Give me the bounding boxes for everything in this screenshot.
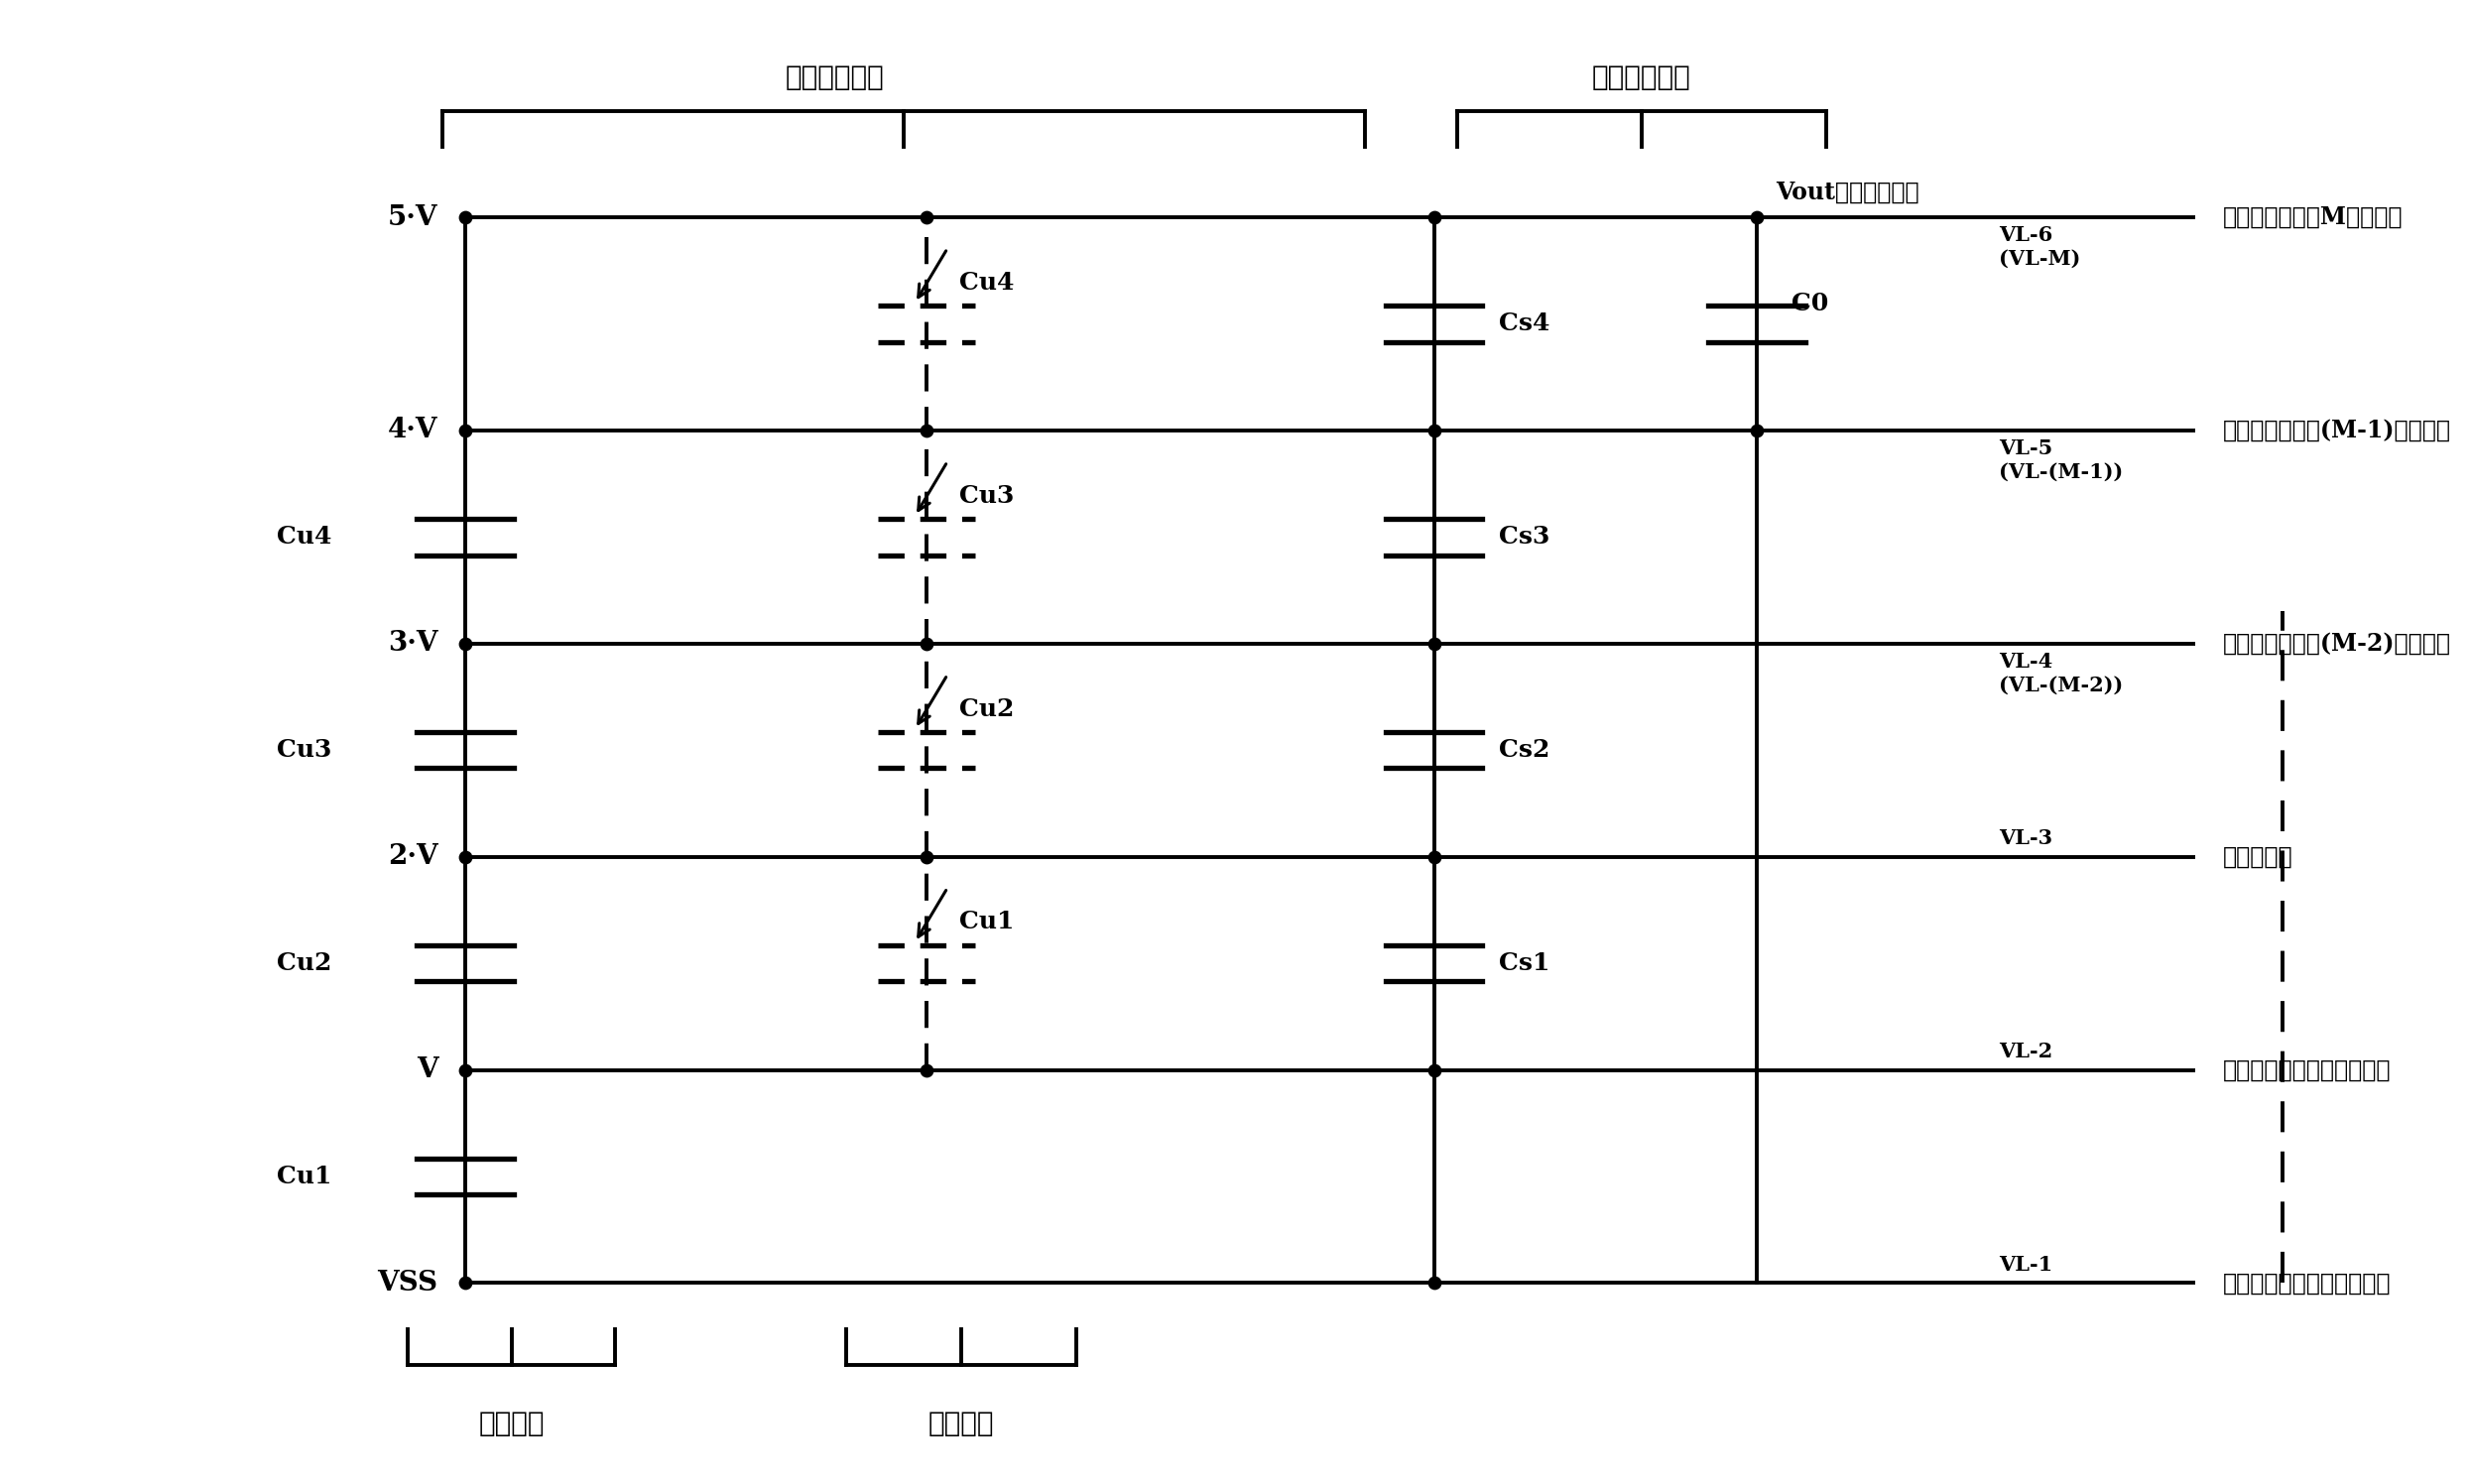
Text: Cu1: Cu1 [958,910,1013,933]
Text: Cs3: Cs3 [1499,525,1549,549]
Point [1415,844,1455,868]
Point [906,205,946,229]
Text: 2·V: 2·V [388,843,437,870]
Point [1415,1272,1455,1296]
Text: 3·V: 3·V [388,631,437,657]
Point [906,418,946,442]
Text: 稳压用电容器: 稳压用电容器 [1593,64,1692,91]
Point [1415,205,1455,229]
Point [906,844,946,868]
Text: VL-5
(VL-(M-1)): VL-5 (VL-(M-1)) [1998,439,2124,481]
Text: 第３电源线: 第３电源线 [2223,844,2292,868]
Text: 第５电源线（第(M-1)电源线）: 第５电源线（第(M-1)电源线） [2223,418,2450,442]
Text: VSS: VSS [378,1270,437,1297]
Text: VL-1: VL-1 [1998,1255,2053,1275]
Point [445,1058,484,1082]
Text: Cs4: Cs4 [1499,312,1549,335]
Text: VL-3: VL-3 [1998,828,2053,849]
Text: Cu3: Cu3 [958,484,1013,508]
Text: Cu2: Cu2 [277,951,331,975]
Text: Cu1: Cu1 [277,1165,331,1189]
Text: 第４电源线（第(M-2)电源线）: 第４电源线（第(M-2)电源线） [2223,632,2450,656]
Text: Cs1: Cs1 [1499,951,1549,975]
Point [1736,205,1776,229]
Text: 第６电源线（第M电源线）: 第６电源线（第M电源线） [2223,205,2403,229]
Text: V: V [417,1057,437,1083]
Text: Vout（输出电压）: Vout（输出电压） [1776,181,1919,205]
Point [1415,632,1455,656]
Text: Cu3: Cu3 [277,739,331,763]
Text: VL-6
(VL-M): VL-6 (VL-M) [1998,226,2080,269]
Point [445,632,484,656]
Text: Cu4: Cu4 [277,525,331,549]
Point [906,632,946,656]
Point [906,1058,946,1082]
Point [445,205,484,229]
Point [445,418,484,442]
Text: 第１电源线（第１电源线）: 第１电源线（第１电源线） [2223,1272,2391,1296]
Text: 5·V: 5·V [388,203,437,230]
Point [1415,1058,1455,1082]
Text: VL-4
(VL-(M-2)): VL-4 (VL-(M-2)) [1998,651,2124,695]
Text: Cs2: Cs2 [1499,739,1549,763]
Text: 4·V: 4·V [388,417,437,444]
Point [445,844,484,868]
Text: 第１期間: 第１期間 [479,1411,543,1438]
Text: 第２期間: 第２期間 [929,1411,995,1438]
Point [1736,418,1776,442]
Text: Cu2: Cu2 [958,697,1013,721]
Text: 第２电源线（第２电源线）: 第２电源线（第２电源线） [2223,1058,2391,1082]
Text: VL-2: VL-2 [1998,1042,2053,1061]
Text: Cu4: Cu4 [958,270,1013,294]
Point [445,1272,484,1296]
Text: 升压用电容器: 升压用电容器 [785,64,884,91]
Text: C0: C0 [1791,292,1828,316]
Point [1415,418,1455,442]
